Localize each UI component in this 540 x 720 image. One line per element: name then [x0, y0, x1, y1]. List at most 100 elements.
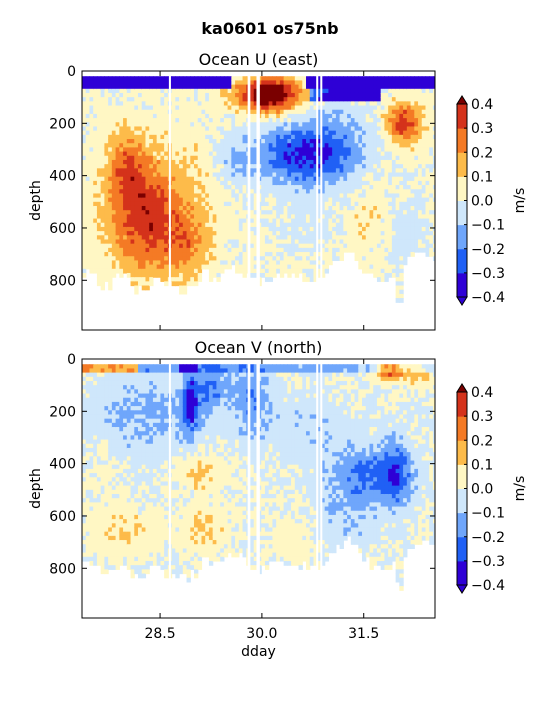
heatmap-cell: [306, 201, 311, 207]
heatmap-cell: [268, 139, 274, 144]
heatmap-cell: [313, 252, 318, 257]
heatmap-cell: [208, 205, 214, 211]
heatmap-cell: [238, 101, 244, 107]
heatmap-cell: [328, 218, 333, 224]
heatmap-cell: [111, 143, 117, 148]
heatmap-cell: [425, 193, 430, 199]
heatmap-cell: [212, 243, 218, 249]
heatmap-cell: [138, 139, 143, 144]
heatmap-cell: [376, 168, 382, 174]
heatmap-cell: [276, 168, 281, 174]
heatmap-cell: [223, 239, 229, 245]
heatmap-cell: [212, 126, 218, 132]
heatmap-cell: [421, 168, 427, 174]
heatmap-cell: [171, 92, 176, 98]
heatmap-cell: [235, 134, 240, 140]
heatmap-cell: [332, 80, 337, 86]
heatmap-cell: [85, 214, 91, 220]
heatmap-cell: [108, 401, 113, 407]
heatmap-cell: [421, 226, 427, 232]
heatmap-cell: [212, 226, 218, 232]
heatmap-cell: [298, 235, 303, 241]
heatmap-cell: [160, 272, 165, 278]
heatmap-cell: [164, 210, 169, 215]
heatmap-cell: [272, 147, 277, 153]
heatmap-cell: [406, 252, 412, 257]
heatmap-cell: [160, 113, 165, 119]
heatmap-cell: [205, 147, 210, 153]
heatmap-cell: [156, 176, 161, 182]
heatmap-cell: [414, 210, 419, 215]
heatmap-cell: [108, 222, 113, 228]
heatmap-cell: [238, 176, 244, 182]
heatmap-cell: [380, 76, 386, 82]
heatmap-cell: [220, 189, 225, 195]
heatmap-cell: [388, 176, 393, 182]
heatmap-cell: [100, 168, 105, 174]
heatmap-cell: [123, 164, 128, 169]
heatmap-cell: [406, 109, 412, 115]
heatmap-cell: [328, 143, 333, 148]
heatmap-cell: [82, 189, 87, 195]
heatmap-cell: [164, 126, 169, 132]
heatmap-cell: [93, 109, 98, 115]
heatmap-cell: [276, 92, 281, 98]
heatmap-cell: [406, 180, 412, 186]
heatmap-cell: [227, 197, 232, 203]
heatmap-cell: [335, 235, 341, 241]
heatmap-cell: [156, 260, 161, 266]
heatmap-cell: [369, 139, 374, 144]
heatmap-cell: [82, 222, 87, 228]
heatmap-cell: [373, 226, 378, 232]
heatmap-cell: [111, 535, 117, 541]
heatmap-cell: [96, 460, 102, 466]
heatmap-cell: [138, 76, 143, 82]
heatmap-cell: [324, 126, 330, 132]
heatmap-cell: [380, 88, 386, 94]
heatmap-cell: [354, 105, 359, 111]
heatmap-cell: [104, 502, 109, 508]
heatmap-cell: [93, 556, 98, 562]
heatmap-cell: [302, 105, 307, 111]
heatmap-cell: [85, 368, 91, 374]
heatmap-cell: [380, 134, 386, 140]
heatmap-cell: [186, 231, 191, 236]
heatmap-cell: [391, 159, 397, 165]
heatmap-cell: [238, 205, 244, 211]
heatmap-cell: [354, 139, 359, 144]
heatmap-cell: [406, 168, 412, 174]
heatmap-cell: [138, 247, 143, 253]
heatmap-cell: [93, 176, 98, 182]
heatmap-cell: [294, 252, 300, 257]
heatmap-cell: [208, 180, 214, 186]
heatmap-cell: [186, 222, 191, 228]
heatmap-cell: [429, 201, 434, 207]
heatmap-cell: [429, 109, 434, 115]
heatmap-cell: [96, 243, 102, 249]
heatmap-cell: [306, 218, 311, 224]
heatmap-cell: [313, 130, 318, 136]
heatmap-cell: [410, 97, 415, 102]
heatmap-cell: [261, 210, 266, 215]
heatmap-cell: [156, 189, 161, 195]
heatmap-cell: [141, 122, 147, 128]
heatmap-cell: [406, 80, 412, 86]
heatmap-cell: [138, 126, 143, 132]
heatmap-cell: [399, 281, 404, 287]
heatmap-cell: [220, 143, 225, 148]
heatmap-cell: [320, 164, 326, 169]
heatmap-cell: [264, 113, 270, 119]
heatmap-cell: [362, 97, 367, 102]
heatmap-cell: [306, 172, 311, 178]
heatmap-cell: [138, 92, 143, 98]
heatmap-cell: [179, 268, 184, 274]
heatmap-cell: [194, 243, 199, 249]
heatmap-cell: [376, 147, 382, 153]
heatmap-cell: [205, 189, 210, 195]
heatmap-cell: [291, 113, 296, 119]
heatmap-cell: [160, 268, 165, 274]
heatmap-cell: [429, 189, 434, 195]
heatmap-cell: [119, 264, 124, 270]
heatmap-cell: [212, 164, 218, 169]
heatmap-cell: [287, 260, 292, 266]
